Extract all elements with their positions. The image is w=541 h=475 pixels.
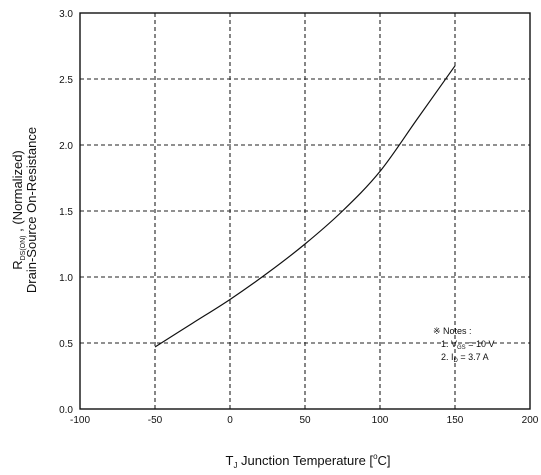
notes-line-2-sub: D bbox=[454, 358, 459, 364]
x-tick-label: 200 bbox=[522, 415, 539, 426]
x-axis-label-unit: C] bbox=[378, 453, 391, 468]
notes-line-1-sub: GS bbox=[457, 345, 466, 351]
x-axis-label: TJ Junction Temperature [oC] bbox=[225, 452, 390, 470]
x-tick-label: 150 bbox=[447, 415, 464, 426]
notes-line-1-prefix: 1. V bbox=[441, 339, 457, 349]
y-axis-label-sub: DS(ON) bbox=[20, 235, 27, 260]
x-axis-label-sub: J bbox=[233, 461, 237, 470]
y-tick-label: 1.5 bbox=[59, 207, 73, 218]
x-axis-label-symbol: T bbox=[225, 453, 233, 468]
x-tick-label: 50 bbox=[299, 415, 311, 426]
notes-line-1-suffix: = 10 V bbox=[466, 339, 495, 349]
notes-line-2: 2. ID = 3.7 A bbox=[441, 352, 489, 364]
tick-layer: -100 -50 0 50 100 150 200 0.0 0.5 1.0 1.5 2.0 2.5 3.0 bbox=[59, 9, 539, 426]
series-curve bbox=[154, 65, 456, 348]
plot-frame bbox=[79, 12, 531, 410]
y-axis-label-symbol: R bbox=[10, 260, 25, 269]
notes-title: ※ Notes : bbox=[433, 326, 472, 336]
x-tick-label: -100 bbox=[70, 415, 90, 426]
x-axis-label-sup: o bbox=[373, 452, 378, 461]
notes-line-2-prefix: 2. I bbox=[441, 352, 454, 362]
x-axis-label-text: Junction Temperature [ bbox=[237, 453, 373, 468]
y-tick-label: 3.0 bbox=[59, 9, 73, 20]
notes-line-1: 1. VGS = 10 V bbox=[441, 339, 494, 351]
x-tick-label: -50 bbox=[148, 415, 163, 426]
y-tick-label: 0.5 bbox=[59, 339, 73, 350]
y-axis-label-text: , (Normalized) bbox=[10, 150, 25, 235]
y-axis-label-line-1: RDS(ON) , (Normalized) bbox=[10, 150, 27, 270]
grid-layer bbox=[80, 13, 530, 409]
y-axis-label: RDS(ON) , (Normalized) Drain-Source On-R… bbox=[10, 127, 39, 293]
notes-annotation: ※ Notes : 1. VGS = 10 V 2. ID = 3.7 A bbox=[433, 326, 494, 364]
notes-line-2-suffix: = 3.7 A bbox=[458, 352, 489, 362]
x-tick-label: 0 bbox=[227, 415, 233, 426]
y-axis-label-line-2: Drain-Source On-Resistance bbox=[24, 127, 39, 293]
y-tick-label: 2.0 bbox=[59, 141, 73, 152]
y-tick-label: 1.0 bbox=[59, 273, 73, 284]
y-tick-label: 2.5 bbox=[59, 75, 73, 86]
y-tick-label: 0.0 bbox=[59, 405, 73, 416]
x-tick-label: 100 bbox=[372, 415, 389, 426]
